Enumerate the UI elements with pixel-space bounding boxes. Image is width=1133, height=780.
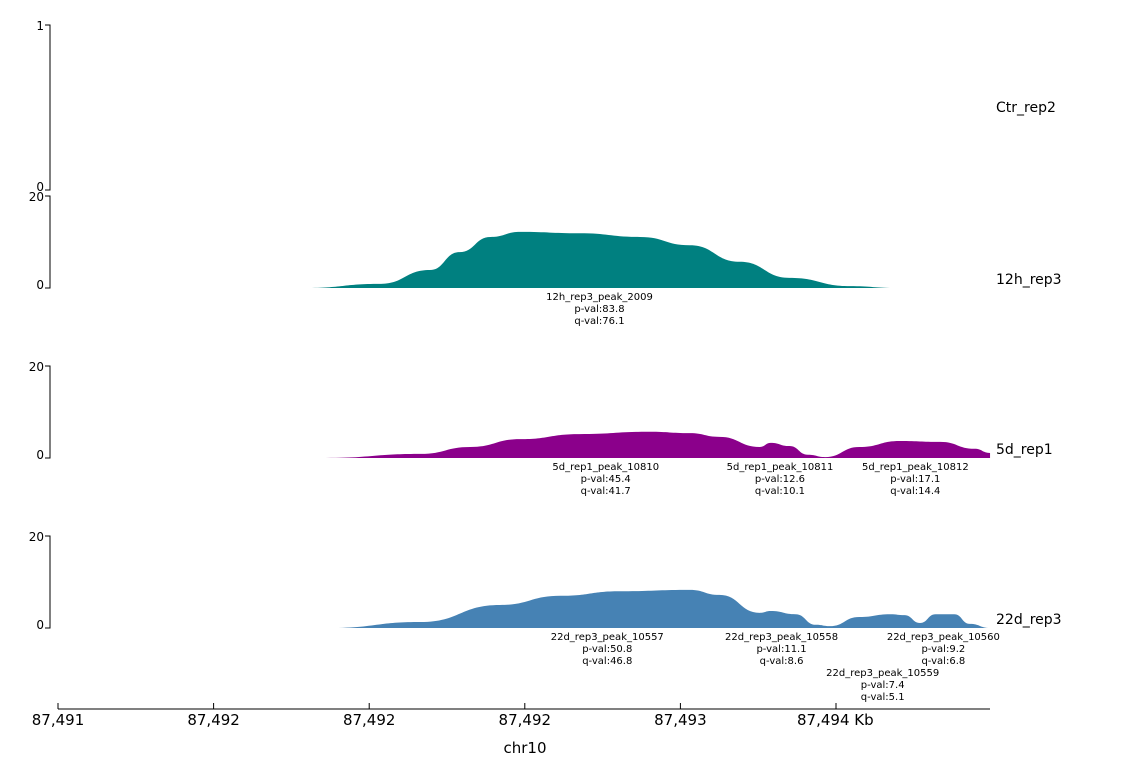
track-label: Ctr_rep2 [996,100,1056,116]
peak-qval: q-val:8.6 [760,656,804,667]
x-tick-label: 87,492 [499,711,552,729]
peak-qval: q-val:10.1 [755,486,805,497]
peak-pval: p-val:11.1 [756,644,806,655]
peak-qval: q-val:14.4 [890,486,940,497]
x-axis-label: chr10 [503,739,546,757]
x-tick-label: 87,494 Kb [797,711,874,729]
y-tick-min: 0 [36,278,44,292]
peak-pval: p-val:12.6 [755,474,805,485]
y-tick-min: 0 [36,448,44,462]
signal-area [305,231,896,288]
x-tick-label: 87,492 [343,711,396,729]
peak-name: 22d_rep3_peak_10559 [826,668,939,679]
signal-area [325,431,991,458]
y-axis-line [45,535,51,629]
peak-pval: p-val:45.4 [581,474,631,485]
peak-name: 5d_rep1_peak_10811 [727,462,834,473]
x-tick-label: 87,492 [187,711,240,729]
peak-qval: q-val:6.8 [921,656,965,667]
peak-name: 12h_rep3_peak_2009 [546,292,653,303]
peak-pval: p-val:7.4 [861,680,905,691]
peak-name: 5d_rep1_peak_10812 [862,462,969,473]
y-tick-max: 20 [29,530,44,544]
track-label: 5d_rep1 [996,442,1053,458]
peak-qval: q-val:41.7 [581,486,631,497]
peak-qval: q-val:76.1 [574,316,624,327]
y-tick-max: 1 [36,19,44,33]
y-tick-max: 20 [29,190,44,204]
y-axis-line [45,24,51,191]
track-label: 12h_rep3 [996,272,1062,288]
signal-area [328,589,991,628]
track-12h_rep3: 20 0 12h_rep3 12h_rep3_peak_2009p-val:83.8q… [29,190,1062,327]
y-tick-min: 0 [36,180,44,194]
track-22d_rep3: 20 0 22d_rep3 22d_rep3_peak_10557p-val:50.8… [29,530,1062,703]
peak-pval: p-val:83.8 [574,304,624,315]
track-label: 22d_rep3 [996,612,1062,628]
peak-qval: q-val:5.1 [861,692,905,703]
x-axis: 87,491 87,492 87,492 87,492 87,493 87,494 Kb [32,703,990,729]
y-axis-line [45,195,51,289]
peak-qval: q-val:46.8 [582,656,632,667]
peak-name: 22d_rep3_peak_10560 [887,632,1000,643]
peak-pval: p-val:9.2 [921,644,965,655]
peak-name: 22d_rep3_peak_10557 [551,632,664,643]
y-axis-line [45,365,51,459]
peak-pval: p-val:50.8 [582,644,632,655]
track-5d_rep1: 200 5d_rep15d_rep1_peak_10810p-val:45.4q-… [29,360,1053,497]
peak-name: 22d_rep3_peak_10558 [725,632,838,643]
x-tick-label: 87,491 [32,711,85,729]
peak-name: 5d_rep1_peak_10810 [552,462,659,473]
track-Ctr_rep2: 1 0 Ctr_rep2 [36,19,1056,194]
x-tick-label: 87,493 [654,711,707,729]
y-tick-max: 20 [29,360,44,374]
y-tick-min: 0 [36,618,44,632]
peak-pval: p-val:17.1 [890,474,940,485]
